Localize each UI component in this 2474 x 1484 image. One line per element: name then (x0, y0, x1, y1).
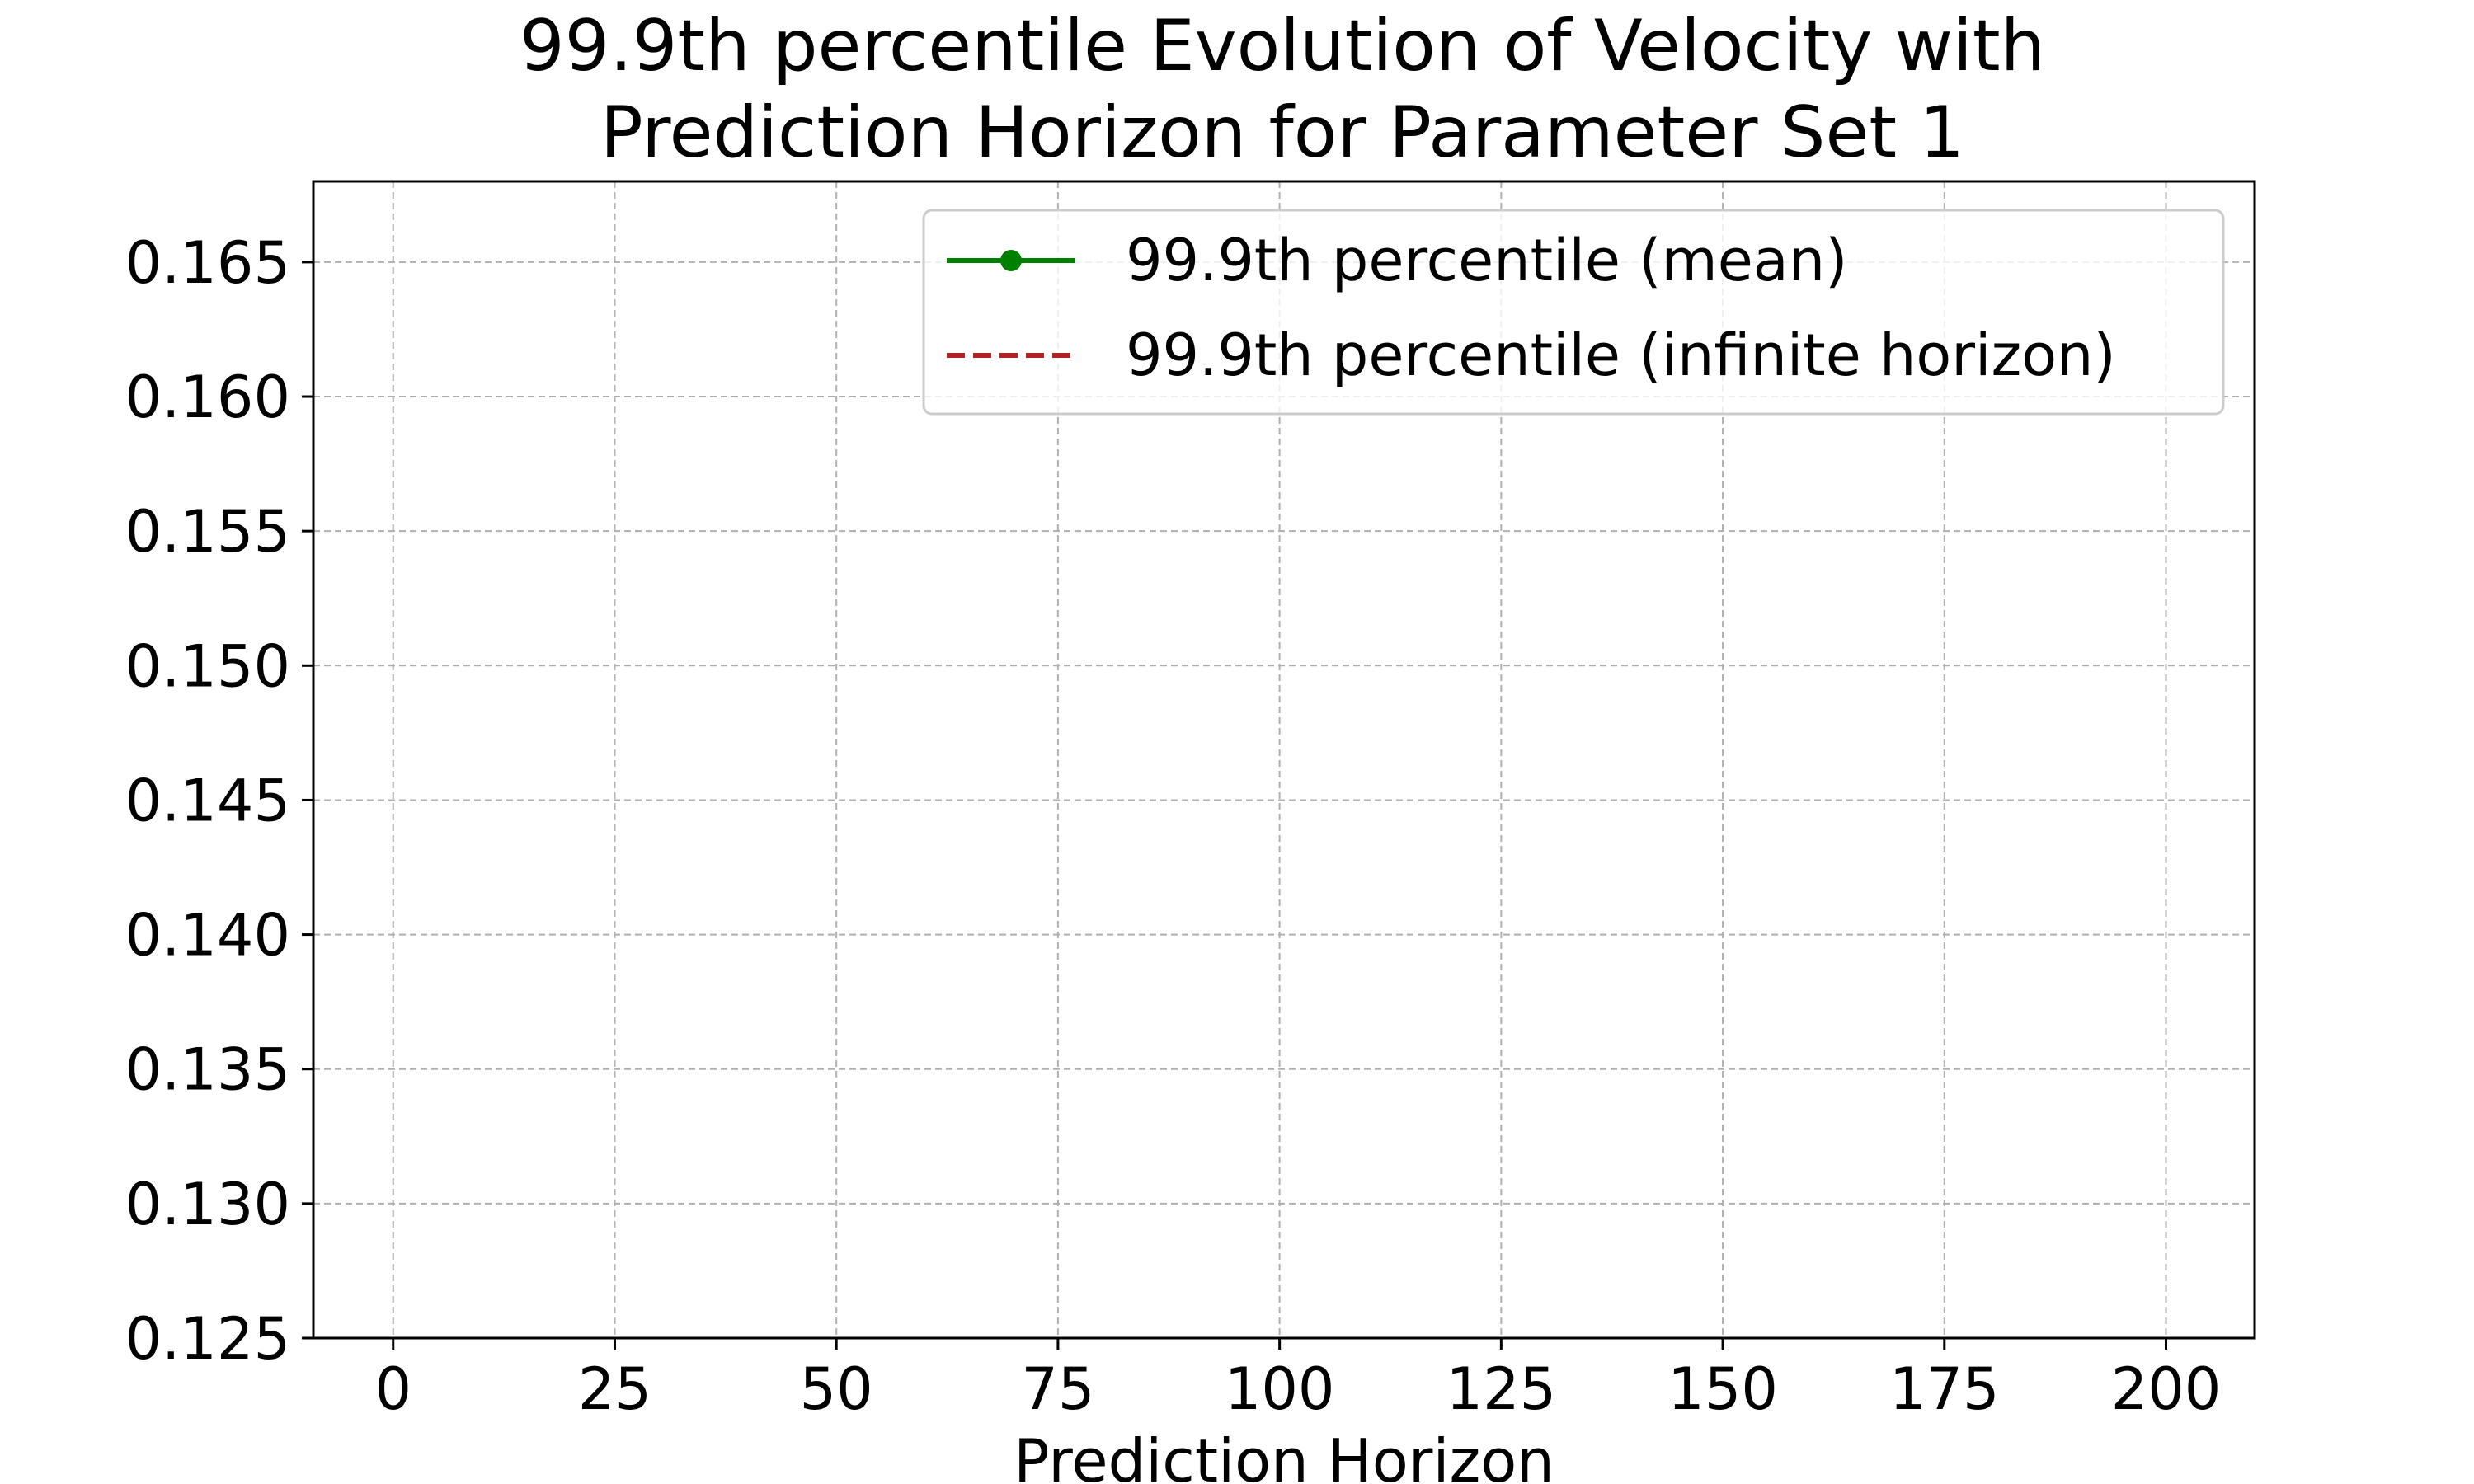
y-tick-label: 0.155 (125, 498, 290, 566)
x-tick-label: 25 (578, 1355, 651, 1423)
x-tick-label: 100 (1225, 1355, 1335, 1423)
chart-title-line-1: 99.9th percentile Evolution of Velocity … (520, 5, 2045, 87)
x-tick-label: 75 (1021, 1355, 1094, 1423)
x-axis-label: Prediction Horizon (1014, 1426, 1554, 1484)
plot-area (312, 180, 2256, 1340)
legend: 99.9th percentile (mean) 99.9th percenti… (922, 209, 2225, 416)
x-tick-label: 175 (1889, 1355, 2000, 1423)
y-tick-label: 0.145 (125, 767, 290, 834)
x-tick-label: 0 (374, 1355, 412, 1423)
legend-mean-marker (1000, 250, 1022, 271)
y-tick-label: 0.135 (125, 1036, 290, 1104)
x-tick-label: 125 (1446, 1355, 1557, 1423)
chart-title-line-2: Prediction Horizon for Parameter Set 1 (600, 92, 1964, 174)
y-tick-label: 0.125 (125, 1305, 290, 1373)
x-tick-label: 150 (1667, 1355, 1778, 1423)
x-tick-label: 50 (800, 1355, 873, 1423)
y-tick-label: 0.150 (125, 632, 290, 700)
legend-label-mean: 99.9th percentile (mean) (1126, 227, 1847, 294)
y-tick-label: 0.130 (125, 1171, 290, 1238)
y-tick-label: 0.140 (125, 902, 290, 970)
y-axis-ticks: 0.125 0.130 0.135 0.140 0.145 0.150 0.155 0.160… (125, 229, 313, 1373)
x-axis-ticks: 0 25 50 75 100 125 150 175 200 (374, 1338, 2221, 1423)
x-tick-label: 200 (2111, 1355, 2222, 1423)
legend-box (922, 209, 2225, 416)
y-tick-label: 0.165 (125, 229, 290, 297)
legend-label-infinite-horizon: 99.9th percentile (infinite horizon) (1126, 322, 2116, 389)
y-tick-label: 0.160 (125, 364, 290, 431)
